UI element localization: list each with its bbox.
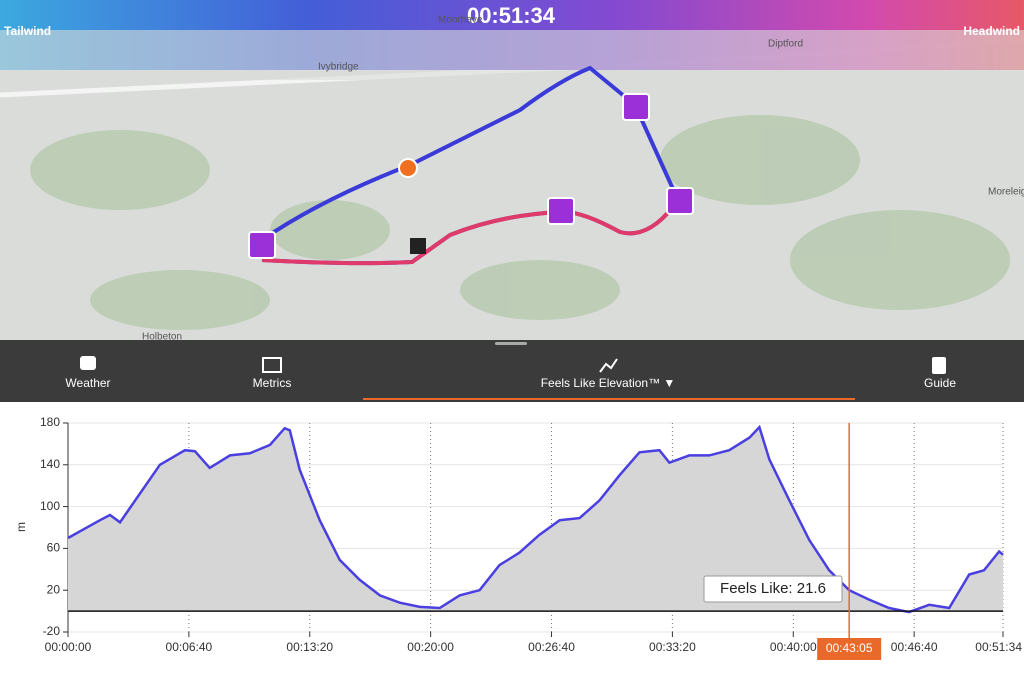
tab[interactable]: Metrics	[253, 376, 292, 390]
y-axis-label: m	[14, 522, 28, 532]
tab[interactable]: Guide	[924, 376, 956, 390]
tooltip-box	[703, 575, 843, 603]
weather-icon	[80, 356, 96, 370]
x-tick-label: 00:06:40	[166, 640, 213, 654]
place-label: Moorhave	[438, 15, 483, 26]
timer: 00:51:34	[467, 3, 556, 28]
cursor-label: 00:43:05	[826, 641, 873, 655]
tailwind-label: Tailwind	[4, 24, 51, 38]
elevation-chart: 180 140 100 60 20 -20 00:00:00 00:06:40 00:13:20…	[40, 415, 1022, 660]
x-tick-label: 00:26:40	[528, 640, 575, 654]
wind-fade	[0, 30, 1024, 80]
x-tick-label: 00:40:00	[770, 640, 817, 654]
line	[67, 424, 1004, 614]
x-tick-label: 00:13:20	[286, 640, 333, 654]
x-tick-label: 00:33:20	[649, 640, 696, 654]
y-tick-label: -20	[43, 624, 61, 638]
place-label: Ivybridge	[318, 62, 359, 73]
guide-icon	[932, 357, 946, 374]
tooltip: Feels Like: 21.6	[720, 580, 826, 597]
tab-bar	[0, 340, 1024, 402]
place-label: Diptford	[768, 39, 803, 50]
y-tick-label: 180	[40, 415, 60, 429]
area	[68, 427, 1003, 613]
y-tick-label: 60	[47, 541, 61, 555]
x-tick-label: 00:46:40	[891, 640, 938, 654]
metrics-icon	[262, 357, 282, 373]
x-tick-label: 00:20:00	[407, 640, 454, 654]
drag-handle[interactable]	[495, 342, 527, 345]
y-tick-label: 20	[47, 582, 61, 596]
elevation-icon	[599, 358, 618, 373]
cursor-label-box	[817, 638, 882, 660]
finish-flag	[410, 238, 426, 254]
tab[interactable]: Weather	[65, 376, 110, 390]
route-segment	[261, 198, 680, 266]
x-tick-label: 00:00:00	[45, 640, 92, 654]
place-label: Moreleig	[988, 187, 1024, 198]
warning-markers[interactable]	[248, 93, 694, 259]
x-tick-label: 00:51:34	[975, 640, 1022, 654]
rider-position	[398, 158, 418, 178]
tab[interactable]: Feels Like Elevation™ ▼	[541, 376, 676, 390]
headwind-label: Headwind	[963, 24, 1020, 38]
place-label: Holbeton	[142, 332, 182, 343]
active-tab-indicator	[363, 398, 855, 400]
y-tick-label: 140	[40, 457, 60, 471]
y-tick-label: 100	[40, 499, 60, 513]
